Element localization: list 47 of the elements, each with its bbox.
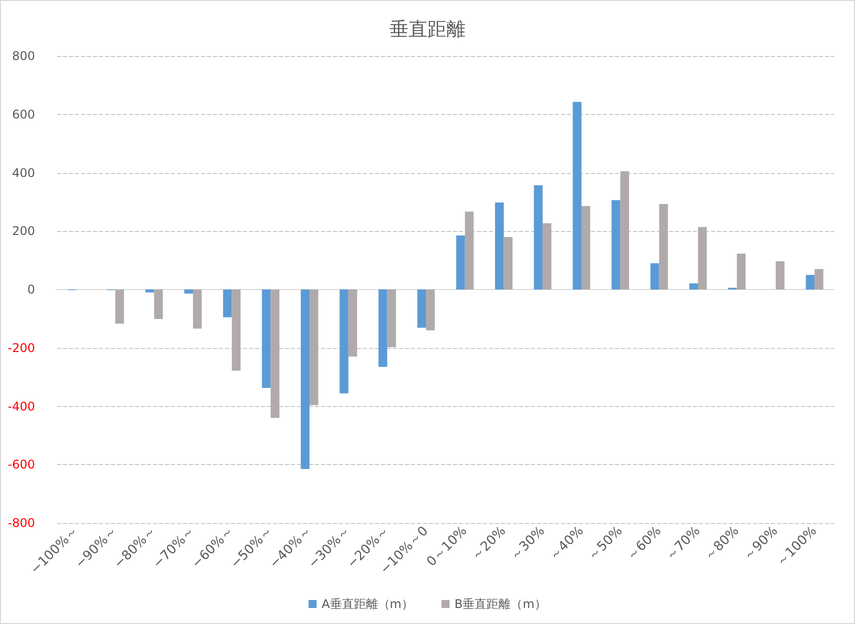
legend-label: B垂直距離（m） [454, 597, 546, 611]
bar [542, 223, 552, 290]
bar [736, 254, 746, 290]
bar [154, 290, 163, 319]
bar [581, 206, 590, 290]
bar [814, 269, 824, 290]
chart-title: 垂直距離 [390, 18, 466, 40]
bar [262, 290, 271, 388]
bar [340, 290, 348, 394]
bar [495, 202, 504, 290]
y-tick-label: 0 [27, 282, 35, 296]
bar [184, 290, 193, 294]
bar [378, 290, 388, 367]
bar [650, 263, 660, 290]
y-tick-label: 400 [12, 166, 35, 180]
bar [776, 261, 784, 290]
bar [232, 290, 241, 371]
bar [310, 290, 318, 406]
y-tick-label: -200 [8, 340, 35, 355]
bar [806, 274, 815, 290]
y-tick-label: 200 [12, 224, 35, 238]
bar [620, 171, 630, 290]
bar [417, 290, 426, 328]
bar [270, 290, 280, 418]
bar [223, 290, 232, 318]
y-tick-label: 600 [12, 107, 35, 122]
bar [464, 212, 474, 290]
bar [348, 290, 358, 357]
bar [456, 236, 465, 290]
bar [145, 290, 154, 292]
bar [534, 185, 543, 290]
y-tick-label: -800 [8, 516, 35, 530]
bar [115, 290, 124, 324]
bar [387, 290, 396, 348]
bar [426, 290, 435, 330]
y-tick-label: 800 [12, 49, 35, 63]
bar [698, 227, 707, 290]
bar [689, 283, 698, 290]
bar [572, 102, 582, 290]
y-tick-label: -400 [8, 399, 35, 414]
bar [300, 290, 310, 470]
bar [504, 236, 513, 290]
y-tick-label: -600 [8, 458, 35, 472]
bar [659, 204, 668, 290]
bar [192, 290, 202, 329]
bar [612, 200, 620, 290]
legend-label: A垂直距離（m） [322, 597, 414, 611]
